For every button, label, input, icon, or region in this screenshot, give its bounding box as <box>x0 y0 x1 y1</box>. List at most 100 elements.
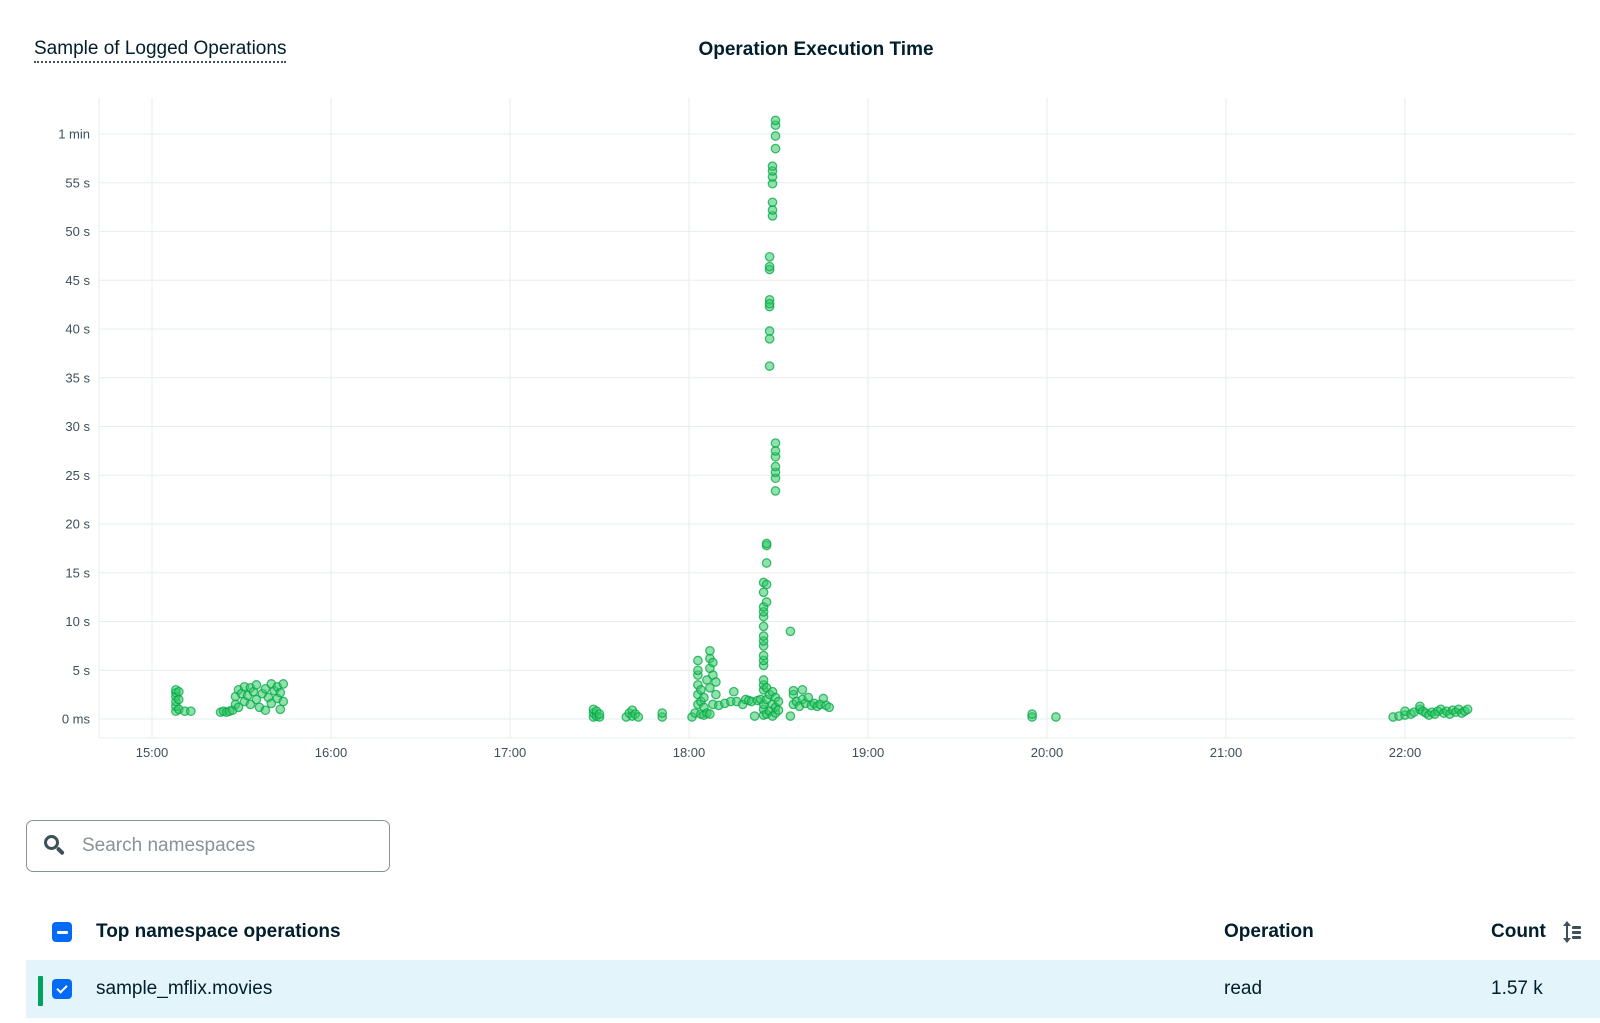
data-point[interactable] <box>758 621 769 632</box>
data-point[interactable] <box>1051 712 1061 722</box>
column-header-operation: Operation <box>1224 921 1314 942</box>
data-point[interactable] <box>770 446 781 456</box>
data-point[interactable] <box>275 687 286 698</box>
operation-cell: read <box>1224 978 1263 999</box>
data-point[interactable] <box>1027 709 1037 719</box>
data-point[interactable] <box>770 461 781 472</box>
data-point[interactable] <box>764 298 775 309</box>
data-point[interactable] <box>711 677 721 687</box>
data-point[interactable] <box>761 597 772 607</box>
data-point[interactable] <box>764 261 775 272</box>
column-header-count[interactable]: Count <box>1491 921 1546 942</box>
x-tick-label: 17:00 <box>494 745 527 760</box>
table-header: Top namespace operations Operation Count <box>26 910 1600 954</box>
data-point[interactable] <box>705 645 715 656</box>
data-point[interactable] <box>657 708 668 718</box>
data-point[interactable] <box>773 705 784 716</box>
data-point[interactable] <box>773 696 784 707</box>
data-point[interactable] <box>693 655 703 666</box>
y-tick-label: 30 s <box>65 419 90 434</box>
data-point[interactable] <box>633 712 644 722</box>
data-point[interactable] <box>594 709 605 719</box>
series-color-indicator <box>38 976 43 1006</box>
y-tick-label: 15 s <box>65 565 90 580</box>
data-point[interactable] <box>185 706 196 717</box>
data-point[interactable] <box>260 705 271 716</box>
x-tick-label: 21:00 <box>1210 745 1243 760</box>
namespace-cell: sample_mflix.movies <box>96 978 273 999</box>
search-input[interactable] <box>82 835 372 857</box>
data-point[interactable] <box>278 696 289 707</box>
y-tick-label: 35 s <box>65 370 90 385</box>
chart-grid <box>99 98 1575 738</box>
data-point[interactable] <box>711 689 721 700</box>
y-tick-label: 1 min <box>58 127 90 142</box>
data-point[interactable] <box>693 665 703 676</box>
data-point[interactable] <box>251 680 262 690</box>
data-point[interactable] <box>173 694 184 705</box>
x-tick-label: 20:00 <box>1031 745 1064 760</box>
y-tick-label: 5 s <box>73 663 91 678</box>
data-point[interactable] <box>761 579 772 590</box>
data-point[interactable] <box>758 650 769 661</box>
y-tick-label: 0 ms <box>62 712 91 727</box>
data-point[interactable] <box>770 131 781 141</box>
x-tick-label: 19:00 <box>852 745 885 760</box>
y-tick-label: 40 s <box>65 322 90 337</box>
data-point[interactable] <box>758 675 769 685</box>
data-point[interactable] <box>705 709 715 719</box>
column-header-namespace: Top namespace operations <box>96 921 341 942</box>
y-tick-label: 45 s <box>65 273 90 288</box>
x-tick-label: 18:00 <box>673 745 706 760</box>
count-cell: 1.57 k <box>1491 978 1543 999</box>
data-point[interactable] <box>728 686 739 697</box>
search-icon <box>44 835 66 857</box>
select-all-checkbox[interactable] <box>52 922 72 942</box>
chart-axes: 0 ms 5 s 10 s 15 s 20 s 25 s 30 s 35 s 40 s 45 s 5… <box>58 98 1575 760</box>
sample-logged-operations-link[interactable]: Sample of Logged Operations <box>34 38 287 63</box>
data-point[interactable] <box>708 657 718 668</box>
data-point[interactable] <box>761 558 772 568</box>
data-point[interactable] <box>749 711 760 721</box>
y-tick-label: 55 s <box>65 175 90 190</box>
y-tick-label: 10 s <box>65 614 90 629</box>
data-point[interactable] <box>705 682 715 693</box>
data-point[interactable] <box>173 686 184 697</box>
data-point[interactable] <box>767 161 778 172</box>
data-point[interactable] <box>785 711 796 721</box>
chart-points[interactable] <box>171 115 1473 722</box>
x-tick-label: 22:00 <box>1389 745 1422 760</box>
sort-descending-icon[interactable] <box>1561 919 1583 943</box>
data-point[interactable] <box>764 333 775 344</box>
data-point[interactable] <box>824 702 835 713</box>
y-tick-label: 25 s <box>65 468 90 483</box>
data-point[interactable] <box>764 326 775 336</box>
chart-title: Operation Execution Time <box>698 39 934 60</box>
data-point[interactable] <box>758 631 769 641</box>
table-row[interactable]: sample_mflix.movies read 1.57 k <box>26 960 1600 1018</box>
data-point[interactable] <box>758 587 769 598</box>
execution-time-scatter-chart: 0 ms 5 s 10 s 15 s 20 s 25 s 30 s 35 s 40 s 45 s 5… <box>58 98 1575 760</box>
x-tick-label: 15:00 <box>136 745 169 760</box>
data-point[interactable] <box>767 197 778 208</box>
data-point[interactable] <box>788 685 799 696</box>
data-point[interactable] <box>770 438 781 448</box>
data-point[interactable] <box>275 704 286 715</box>
data-point[interactable] <box>785 626 796 637</box>
data-point[interactable] <box>770 143 781 154</box>
data-point[interactable] <box>797 684 808 695</box>
y-tick-label: 50 s <box>65 224 90 239</box>
data-point[interactable] <box>764 251 775 262</box>
data-point[interactable] <box>764 361 775 371</box>
data-point[interactable] <box>699 692 709 703</box>
data-point[interactable] <box>278 679 289 689</box>
data-point[interactable] <box>761 538 772 549</box>
data-point[interactable] <box>770 486 781 496</box>
x-tick-label: 16:00 <box>315 745 348 760</box>
row-checkbox[interactable] <box>52 979 72 999</box>
data-point[interactable] <box>770 115 781 126</box>
search-namespaces-box[interactable] <box>26 820 390 872</box>
data-point[interactable] <box>1462 704 1473 715</box>
data-point[interactable] <box>233 702 244 713</box>
y-tick-label: 20 s <box>65 517 90 532</box>
